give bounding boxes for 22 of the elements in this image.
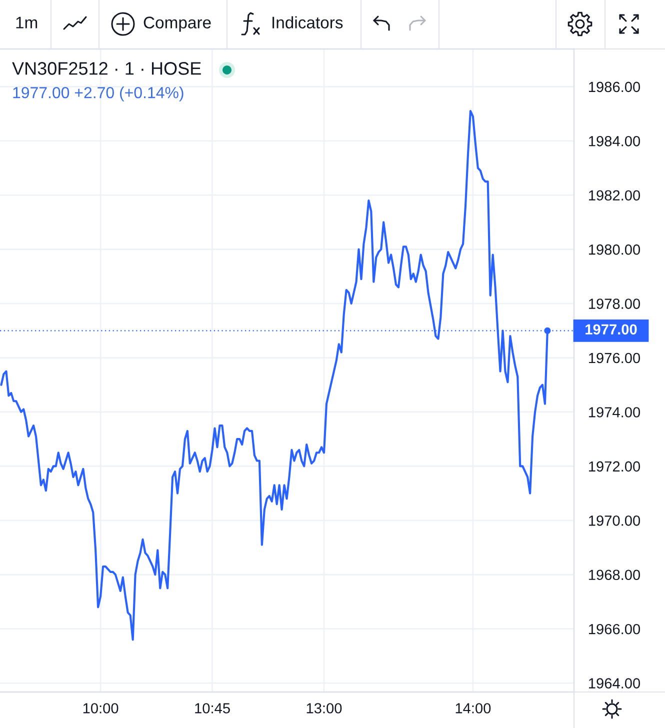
y-tick-label: 1976.00 (589, 352, 640, 364)
y-tick-label: 1984.00 (589, 136, 640, 146)
y-tick-label: 1970.00 (589, 516, 640, 526)
y-tick-label: 1978.00 (589, 298, 640, 309)
text: VN30F2512 · 1 · HOSE (12, 62, 201, 75)
x-tick-label: 13:00 (306, 703, 342, 714)
x-tick-label: 10:45 (195, 703, 230, 714)
text: 1977.00 +2.70 (+0.14%) (13, 86, 184, 102)
text: Indicators (272, 16, 343, 28)
text: Compare (144, 16, 211, 32)
y-tick-label: 1966.00 (589, 624, 640, 634)
y-tick-label: 1982.00 (589, 190, 640, 201)
y-tick-label: 1980.00 (589, 244, 640, 255)
x-tick-label: 14:00 (456, 703, 491, 714)
x-tick-label: 10:00 (83, 703, 118, 714)
y-tick-label: 1972.00 (589, 461, 640, 472)
ref-line-label: 1977.00 (586, 324, 637, 335)
y-tick-label: 1964.00 (589, 678, 640, 688)
y-tick-label: 1986.00 (589, 82, 640, 92)
text: 1m (16, 16, 38, 28)
y-tick-label: 1974.00 (589, 407, 640, 418)
y-tick-label: 1968.00 (589, 570, 640, 580)
